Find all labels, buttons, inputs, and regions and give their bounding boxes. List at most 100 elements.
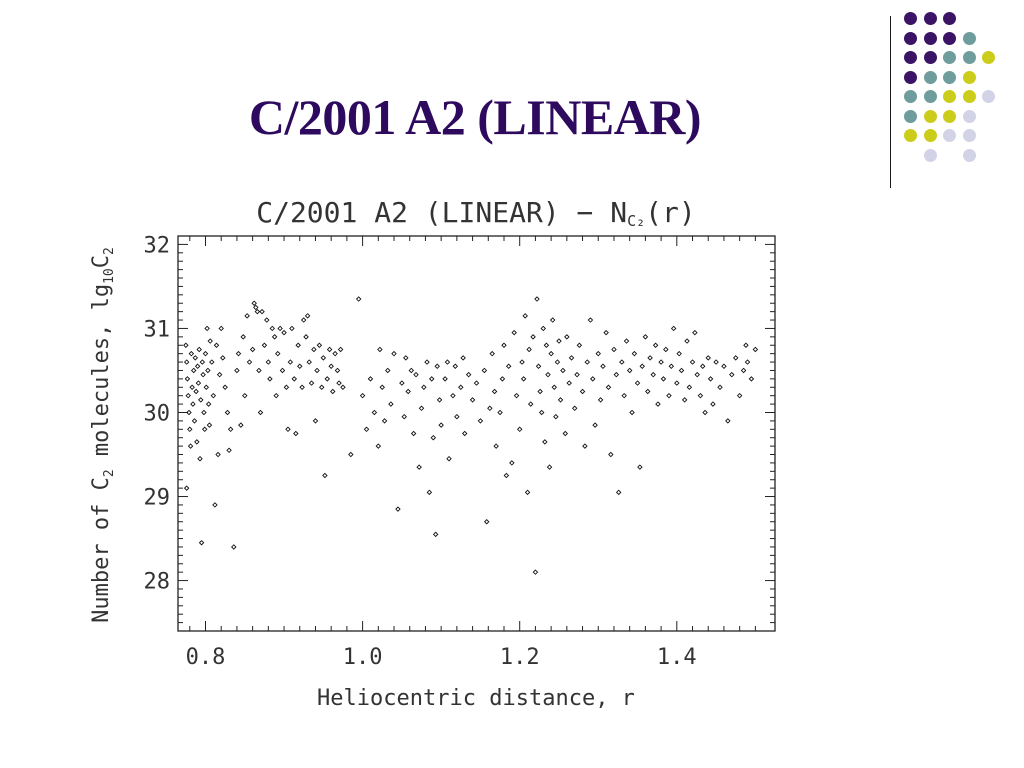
data-point bbox=[499, 376, 506, 382]
data-point bbox=[639, 363, 645, 370]
data-point bbox=[497, 409, 503, 416]
data-point bbox=[299, 384, 305, 391]
data-point bbox=[297, 363, 303, 370]
data-point bbox=[752, 346, 759, 353]
grid-dot bbox=[943, 109, 956, 123]
y-label-part2: molecules, lg bbox=[89, 284, 114, 469]
data-point bbox=[216, 371, 223, 378]
data-point bbox=[532, 569, 539, 575]
data-point bbox=[489, 350, 495, 357]
data-point bbox=[408, 367, 415, 374]
y-label-part1: Number of C bbox=[89, 477, 114, 623]
data-point bbox=[461, 430, 468, 437]
data-point bbox=[320, 355, 327, 361]
data-point bbox=[655, 401, 661, 407]
data-point bbox=[277, 325, 283, 332]
data-point bbox=[198, 397, 204, 403]
y-tick-label: 29 bbox=[144, 486, 171, 511]
data-point bbox=[438, 422, 444, 428]
data-point bbox=[713, 359, 719, 365]
data-point bbox=[702, 409, 708, 416]
data-point bbox=[200, 371, 206, 378]
data-point bbox=[428, 376, 435, 382]
data-point bbox=[273, 392, 279, 399]
data-point bbox=[279, 367, 286, 374]
grid-dot bbox=[923, 109, 937, 123]
data-point bbox=[465, 371, 472, 378]
data-point bbox=[511, 329, 517, 336]
data-point bbox=[300, 317, 307, 323]
data-point bbox=[743, 342, 749, 348]
data-point bbox=[551, 384, 558, 391]
data-point bbox=[721, 363, 727, 370]
data-point bbox=[487, 405, 493, 412]
data-point bbox=[674, 380, 680, 386]
data-point bbox=[289, 325, 295, 332]
data-point bbox=[367, 376, 374, 382]
y-axis-label: Number of C2 molecules, lg10C2 bbox=[89, 247, 117, 623]
data-point bbox=[207, 338, 213, 344]
data-point bbox=[308, 380, 315, 386]
chart-title-sub: C₂ bbox=[627, 212, 645, 230]
data-point bbox=[304, 313, 311, 319]
data-point bbox=[196, 346, 202, 353]
data-point bbox=[212, 502, 218, 508]
plot-frame bbox=[177, 235, 776, 632]
data-point bbox=[195, 380, 202, 386]
data-point bbox=[623, 338, 630, 344]
y-tick-label: 28 bbox=[144, 570, 171, 595]
data-point bbox=[187, 426, 193, 433]
data-point bbox=[732, 355, 739, 361]
grid-dot bbox=[904, 70, 917, 84]
grid-dot bbox=[943, 12, 956, 25]
chart-ticks: 0.8 1.0 1.2 1.4 28 29 30 31 32 bbox=[144, 233, 775, 670]
grid-dot bbox=[962, 148, 976, 162]
data-point bbox=[426, 489, 433, 496]
data-point bbox=[337, 346, 344, 353]
data-point bbox=[201, 409, 207, 416]
data-point bbox=[430, 434, 437, 441]
data-point bbox=[584, 359, 590, 365]
data-point bbox=[725, 418, 731, 424]
grid-dot bbox=[962, 31, 976, 45]
data-point bbox=[257, 409, 264, 416]
grid-dot bbox=[943, 51, 956, 64]
grid-dot bbox=[923, 70, 937, 84]
grid-dot bbox=[923, 148, 937, 162]
data-point bbox=[542, 439, 548, 445]
y-tick-label: 30 bbox=[144, 401, 171, 426]
data-point bbox=[535, 363, 542, 370]
grid-dot bbox=[962, 70, 976, 84]
data-point bbox=[513, 392, 520, 399]
data-point bbox=[375, 443, 382, 449]
data-point bbox=[444, 359, 451, 365]
data-point bbox=[183, 359, 190, 365]
data-point bbox=[516, 426, 523, 433]
data-point bbox=[481, 367, 488, 374]
data-point bbox=[592, 422, 598, 428]
data-point bbox=[562, 430, 569, 437]
data-point bbox=[660, 376, 667, 382]
data-point bbox=[626, 367, 633, 374]
data-point bbox=[590, 376, 596, 382]
data-point bbox=[645, 388, 651, 395]
data-point bbox=[222, 384, 228, 391]
data-point bbox=[571, 405, 578, 412]
data-point bbox=[568, 355, 575, 361]
data-point bbox=[244, 313, 250, 319]
data-point bbox=[203, 384, 210, 391]
data-point bbox=[418, 405, 425, 412]
grid-dot bbox=[982, 51, 995, 64]
data-point bbox=[259, 308, 265, 315]
data-point bbox=[666, 392, 672, 399]
data-point bbox=[615, 489, 622, 496]
data-point bbox=[611, 346, 617, 353]
y-tick-label: 31 bbox=[144, 317, 171, 342]
data-point bbox=[355, 296, 362, 302]
grid-dot bbox=[923, 31, 937, 45]
data-point bbox=[234, 367, 240, 374]
data-point bbox=[538, 409, 545, 416]
grid-dot bbox=[923, 90, 937, 103]
data-point bbox=[193, 388, 199, 395]
data-point bbox=[413, 371, 419, 378]
